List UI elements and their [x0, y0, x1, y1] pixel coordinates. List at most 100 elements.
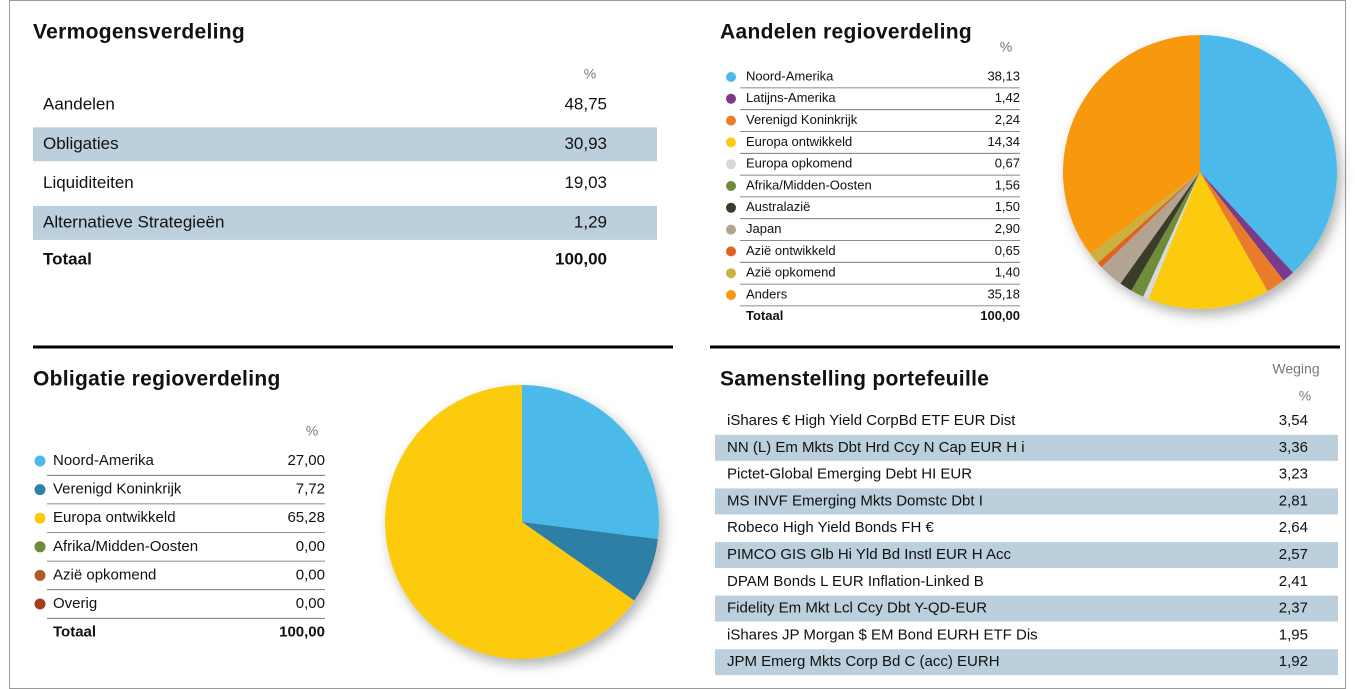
- row-label: JPM Emerg Mkts Corp Bd C (acc) EURH: [727, 653, 1000, 670]
- pie-slice: [1097, 172, 1200, 268]
- legend-label: Azië ontwikkeld: [746, 243, 836, 258]
- legend-dot: [34, 541, 46, 553]
- panel-title: Vermogensverdeling: [33, 21, 245, 44]
- legend-value: 65,28: [287, 509, 325, 526]
- pie: [385, 385, 659, 659]
- row-label: Fidelity Em Mkt Lcl Ccy Dbt Y-QD-EUR: [727, 600, 987, 617]
- legend-dot: [34, 569, 46, 581]
- pie: [1063, 35, 1337, 309]
- row-label: iShares € High Yield CorpBd ETF EUR Dist: [727, 412, 1016, 429]
- pie-slice: [522, 522, 658, 601]
- row-value: 1,92: [1279, 653, 1308, 670]
- legend-label: Afrika/Midden-Oosten: [746, 177, 872, 192]
- row-value: 19,03: [564, 173, 607, 192]
- total-label: Totaal: [53, 624, 96, 641]
- legend-value: 0,65: [995, 243, 1020, 258]
- column-header: Weging: [1272, 361, 1319, 377]
- legend-value: 2,90: [995, 221, 1020, 236]
- legend-value: 0,00: [296, 538, 325, 555]
- legend-label: Australazië: [746, 199, 810, 214]
- legend-label: Anders: [746, 286, 788, 301]
- legend-dot: [726, 290, 736, 300]
- legend-label: Japan: [746, 221, 781, 236]
- row-band: [715, 649, 1338, 676]
- row-value: 30,93: [564, 134, 607, 153]
- pie-slice: [1090, 172, 1200, 264]
- legend-dot: [34, 484, 46, 496]
- total-label: Totaal: [43, 249, 92, 268]
- row-value: 1,29: [574, 212, 607, 231]
- legend-value: 1,50: [995, 199, 1020, 214]
- panel-title: Samenstelling portefeuille: [720, 368, 989, 391]
- legend-dot: [726, 115, 736, 126]
- legend-dot: [726, 181, 736, 191]
- legend-label: Verenigd Koninkrijk: [53, 481, 182, 498]
- row-label: Liquiditeiten: [43, 173, 134, 192]
- legend-label: Europa ontwikkeld: [746, 134, 852, 149]
- legend-label: Afrika/Midden-Oosten: [53, 538, 198, 555]
- total-label: Totaal: [746, 308, 783, 323]
- legend-dot: [726, 159, 736, 170]
- row-label: PIMCO GIS Glb Hi Yld Bd Instl EUR H Acc: [727, 546, 1011, 563]
- row-label: DPAM Bonds L EUR Inflation-Linked B: [727, 573, 984, 590]
- unit-header: %: [1000, 39, 1012, 55]
- row-band: [715, 434, 1338, 461]
- legend-dot: [34, 512, 46, 524]
- legend-dot: [726, 246, 736, 257]
- row-label: iShares JP Morgan $ EM Bond EURH ETF Dis: [727, 626, 1038, 643]
- legend-label: Overig: [53, 595, 97, 612]
- row-label: Obligaties: [43, 134, 119, 153]
- legend-label: Latijns-Amerika: [746, 90, 836, 105]
- pie-slice: [1200, 172, 1284, 292]
- pie-slice: [1200, 172, 1293, 281]
- row-label: Aandelen: [43, 94, 115, 113]
- row-value: 3,54: [1279, 412, 1308, 429]
- legend-value: 7,72: [296, 481, 325, 498]
- pie-slice: [522, 385, 659, 540]
- row-value: 3,36: [1279, 439, 1308, 456]
- legend-value: 0,00: [296, 595, 325, 612]
- row-value: 2,37: [1279, 600, 1308, 617]
- legend-value: 1,42: [995, 90, 1020, 105]
- row-value: 48,75: [564, 94, 607, 113]
- legend-value: 14,34: [987, 134, 1020, 149]
- legend-label: Noord-Amerika: [53, 452, 155, 469]
- panel-title: Obligatie regioverdeling: [33, 368, 281, 391]
- row-value: 2,64: [1279, 519, 1308, 536]
- row-label: Robeco High Yield Bonds FH €: [727, 519, 934, 536]
- legend-label: Verenigd Koninkrijk: [746, 112, 858, 127]
- pie-slice: [1063, 35, 1200, 254]
- legend-dot: [726, 268, 736, 279]
- row-value: 2,41: [1279, 573, 1308, 590]
- pie-slice: [1131, 172, 1200, 297]
- pie-slice: [1200, 35, 1337, 273]
- pie-slice: [1101, 172, 1200, 284]
- legend-dot: [726, 202, 736, 213]
- row-value: 1,95: [1279, 626, 1308, 643]
- pie-slice: [1148, 172, 1268, 309]
- row-label: NN (L) Em Mkts Dbt Hrd Ccy N Cap EUR H i: [727, 439, 1025, 456]
- legend-value: 27,00: [287, 452, 325, 469]
- legend-label: Europa opkomend: [746, 156, 852, 171]
- row-value: 2,81: [1279, 492, 1308, 509]
- legend-value: 2,24: [995, 112, 1020, 127]
- legend-label: Noord-Amerika: [746, 68, 834, 83]
- legend-dot: [726, 224, 736, 235]
- row-label: MS INVF Emerging Mkts Domstc Dbt I: [727, 492, 983, 509]
- unit-header: %: [1299, 388, 1311, 404]
- legend-label: Azië opkomend: [746, 265, 836, 280]
- legend-value: 1,56: [995, 177, 1020, 192]
- row-label: Alternatieve Strategieën: [43, 212, 224, 231]
- legend-dot: [726, 72, 736, 82]
- legend-value: 1,40: [995, 265, 1020, 280]
- row-band: [33, 127, 657, 162]
- unit-header: %: [584, 66, 596, 82]
- legend-value: 0,00: [296, 566, 325, 583]
- legend-dot: [726, 137, 736, 148]
- legend-value: 0,67: [995, 156, 1020, 171]
- legend-value: 38,13: [987, 68, 1020, 83]
- legend-value: 35,18: [987, 286, 1020, 301]
- pie-slice: [1143, 172, 1200, 299]
- total-value: 100,00: [279, 624, 325, 641]
